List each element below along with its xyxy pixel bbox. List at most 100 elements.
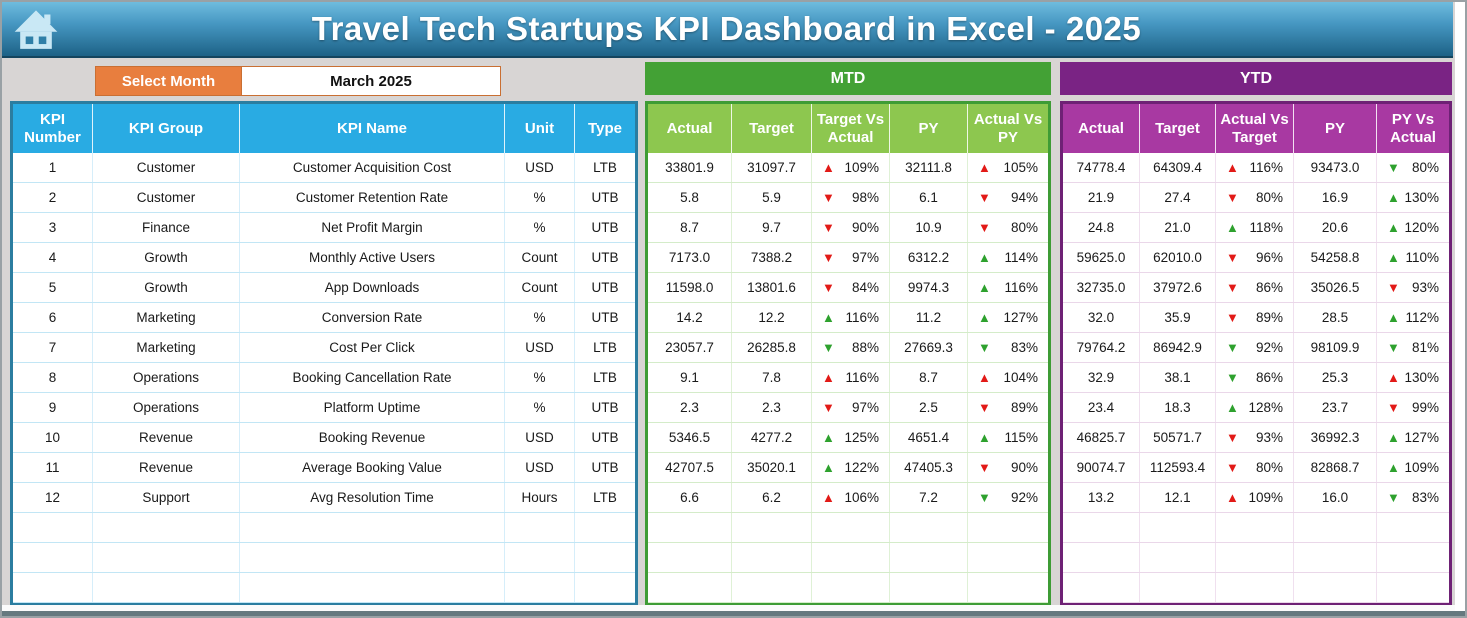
- percent-value: 125%: [844, 430, 879, 445]
- percent-value: 86%: [1255, 370, 1283, 385]
- type-cell: UTB: [591, 280, 619, 295]
- mtd-target-vs-actual-cell: ▼ 97%: [812, 243, 890, 272]
- up-arrow-icon: ▲: [1226, 220, 1239, 235]
- percent-value: 116%: [1249, 160, 1283, 175]
- ytd-actual-vs-target-cell: ▲ 118%: [1216, 213, 1294, 242]
- unit-cell: Hours: [505, 483, 575, 512]
- mtd-target-cell: 26285.8: [732, 333, 812, 362]
- empty-cell: [890, 543, 968, 572]
- kpi-name-cell: Conversion Rate: [240, 303, 505, 332]
- percent-value: 80%: [1255, 190, 1283, 205]
- down-arrow-icon: ▼: [1387, 160, 1400, 175]
- empty-cell: [1216, 543, 1294, 572]
- down-arrow-icon: ▼: [978, 490, 991, 505]
- mtd-actual-cell: 14.2: [648, 303, 732, 332]
- ytd-py-cell: 16.9: [1294, 183, 1377, 212]
- percent-value: 96%: [1255, 250, 1283, 265]
- home-button[interactable]: [14, 9, 58, 53]
- percent-value: 80%: [1255, 460, 1283, 475]
- mtd-actual-vs-py-cell: ▲ 114%: [968, 243, 1048, 272]
- down-arrow-icon: ▼: [1387, 340, 1400, 355]
- kpi-number-cell: 1: [13, 153, 93, 182]
- ytd-py-cell: 54258.8: [1294, 243, 1377, 272]
- ytd-actual-vs-target-cell: ▼ 89%: [1216, 303, 1294, 332]
- table-row: 33801.9 31097.7 ▲ 109% 32111.8 ▲ 105%: [648, 153, 1048, 183]
- empty-cell: [968, 573, 1048, 602]
- empty-cell: [240, 513, 505, 542]
- empty-cell: [1294, 513, 1377, 542]
- empty-cell: [505, 513, 575, 542]
- mtd-table: Actual Target Target Vs Actual PY Actual…: [645, 101, 1051, 606]
- table-row: 6 Marketing Conversion Rate% UTB: [13, 303, 635, 333]
- down-arrow-icon: ▼: [1226, 190, 1239, 205]
- ytd-py-cell: 36992.3: [1294, 423, 1377, 452]
- kpi-table: KPI Number KPI Group KPI Name Unit Type …: [10, 101, 638, 606]
- percent-value: 88%: [851, 340, 879, 355]
- kpi-name-cell: Booking Cancellation Rate: [240, 363, 505, 392]
- right-gutter: [1455, 2, 1465, 618]
- ytd-py-vs-actual-cell: ▲ 130%: [1377, 363, 1449, 392]
- kpi-group-cell: Marketing: [93, 303, 240, 332]
- table-row: 7173.0 7388.2 ▼ 97% 6312.2 ▲ 114%: [648, 243, 1048, 273]
- ytd-actual-cell: 21.9: [1063, 183, 1140, 212]
- ytd-actual-cell: 32.0: [1063, 303, 1140, 332]
- percent-value: 93%: [1411, 280, 1439, 295]
- mtd-py-cell: 4651.4: [890, 423, 968, 452]
- percent-value: 93%: [1255, 430, 1283, 445]
- ytd-py-vs-actual-cell: ▼ 99%: [1377, 393, 1449, 422]
- mtd-actual-vs-py-cell: ▲ 127%: [968, 303, 1048, 332]
- up-arrow-icon: ▲: [822, 310, 835, 325]
- col-header-ytd-actual: Actual: [1063, 104, 1140, 153]
- table-row: 23057.7 26285.8 ▼ 88% 27669.3 ▼ 83%: [648, 333, 1048, 363]
- ytd-table: Actual Target Actual Vs Target PY PY Vs …: [1060, 101, 1452, 606]
- table-row: 2 Customer Customer Retention Rate% UTB: [13, 183, 635, 213]
- mtd-actual-cell: 9.1: [648, 363, 732, 392]
- col-header-mtd-target: Target: [732, 104, 812, 153]
- home-icon: [14, 10, 58, 49]
- percent-value: 127%: [1404, 430, 1439, 445]
- mtd-section-band: MTD: [645, 62, 1051, 95]
- table-row: 5 Growth App Downloads Count UTB: [13, 273, 635, 303]
- down-arrow-icon: ▼: [1226, 430, 1239, 445]
- up-arrow-icon: ▲: [1387, 430, 1400, 445]
- ytd-actual-vs-target-cell: ▲ 116%: [1216, 153, 1294, 182]
- unit-cell: USD: [505, 423, 575, 452]
- table-row: 13.2 12.1 ▲ 109% 16.0 ▼ 83%: [1063, 483, 1449, 513]
- mtd-target-cell: 7388.2: [732, 243, 812, 272]
- kpi-number-cell: 4: [13, 243, 93, 272]
- table-row: [13, 513, 635, 543]
- percent-value: 99%: [1411, 400, 1439, 415]
- mtd-target-cell: 31097.7: [732, 153, 812, 182]
- mtd-actual-cell: 11598.0: [648, 273, 732, 302]
- kpi-name-cell: Booking Revenue: [240, 423, 505, 452]
- kpi-name-cell: Monthly Active Users: [240, 243, 505, 272]
- down-arrow-icon: ▼: [822, 280, 835, 295]
- percent-value: 86%: [1255, 280, 1283, 295]
- empty-cell: [1140, 573, 1216, 602]
- type-cell: UTB: [591, 310, 619, 325]
- down-arrow-icon: ▼: [822, 190, 835, 205]
- kpi-name-cell: Average Booking Value: [240, 453, 505, 482]
- ytd-actual-cell: 74778.4: [1063, 153, 1140, 182]
- ytd-actual-cell: 23.4: [1063, 393, 1140, 422]
- empty-cell: [890, 513, 968, 542]
- table-row: 9.1 7.8 ▲ 116% 8.7 ▲ 104%: [648, 363, 1048, 393]
- mtd-table-header: Actual Target Target Vs Actual PY Actual…: [648, 104, 1048, 153]
- kpi-number-cell: 8: [13, 363, 93, 392]
- mtd-target-vs-actual-cell: ▼ 88%: [812, 333, 890, 362]
- kpi-group-cell: Growth: [93, 243, 240, 272]
- table-row: [648, 543, 1048, 573]
- unit-cell: Count: [505, 273, 575, 302]
- table-row: 24.8 21.0 ▲ 118% 20.6 ▲ 120%: [1063, 213, 1449, 243]
- kpi-name-cell: App Downloads: [240, 273, 505, 302]
- percent-value: 90%: [851, 220, 879, 235]
- table-row: 11 Revenue Average Booking Value USD UTB: [13, 453, 635, 483]
- ytd-table-body: 74778.4 64309.4 ▲ 116% 93473.0 ▼ 80% 21.9 27.4 ▼ 8…: [1063, 153, 1449, 603]
- mtd-target-cell: 13801.6: [732, 273, 812, 302]
- month-value-dropdown[interactable]: March 2025: [242, 67, 500, 95]
- kpi-group-cell: Growth: [93, 273, 240, 302]
- table-row: 10 Revenue Booking Revenue USD UTB: [13, 423, 635, 453]
- table-row: 5.8 5.9 ▼ 98% 6.1 ▼ 94%: [648, 183, 1048, 213]
- down-arrow-icon: ▼: [1226, 250, 1239, 265]
- table-row: 32.9 38.1 ▼ 86% 25.3 ▲ 130%: [1063, 363, 1449, 393]
